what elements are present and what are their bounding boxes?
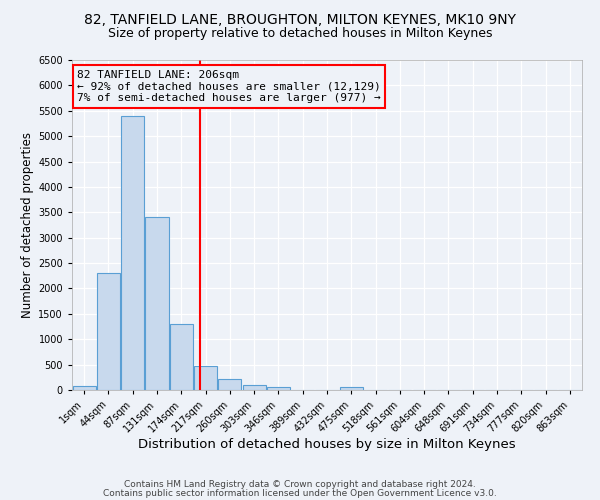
Bar: [121, 116, 144, 390]
Text: 82, TANFIELD LANE, BROUGHTON, MILTON KEYNES, MK10 9NY: 82, TANFIELD LANE, BROUGHTON, MILTON KEY…: [84, 12, 516, 26]
Bar: [218, 379, 241, 390]
Y-axis label: Number of detached properties: Number of detached properties: [21, 132, 34, 318]
Bar: [170, 324, 193, 390]
Bar: [194, 366, 217, 390]
Bar: [145, 218, 169, 390]
Bar: [267, 388, 290, 390]
Bar: [73, 386, 95, 390]
Bar: [340, 387, 363, 390]
Bar: [97, 273, 120, 390]
Text: Contains public sector information licensed under the Open Government Licence v3: Contains public sector information licen…: [103, 488, 497, 498]
X-axis label: Distribution of detached houses by size in Milton Keynes: Distribution of detached houses by size …: [138, 438, 516, 451]
Bar: [242, 385, 266, 390]
Text: Contains HM Land Registry data © Crown copyright and database right 2024.: Contains HM Land Registry data © Crown c…: [124, 480, 476, 489]
Text: Size of property relative to detached houses in Milton Keynes: Size of property relative to detached ho…: [108, 28, 492, 40]
Text: 82 TANFIELD LANE: 206sqm
← 92% of detached houses are smaller (12,129)
7% of sem: 82 TANFIELD LANE: 206sqm ← 92% of detach…: [77, 70, 381, 103]
